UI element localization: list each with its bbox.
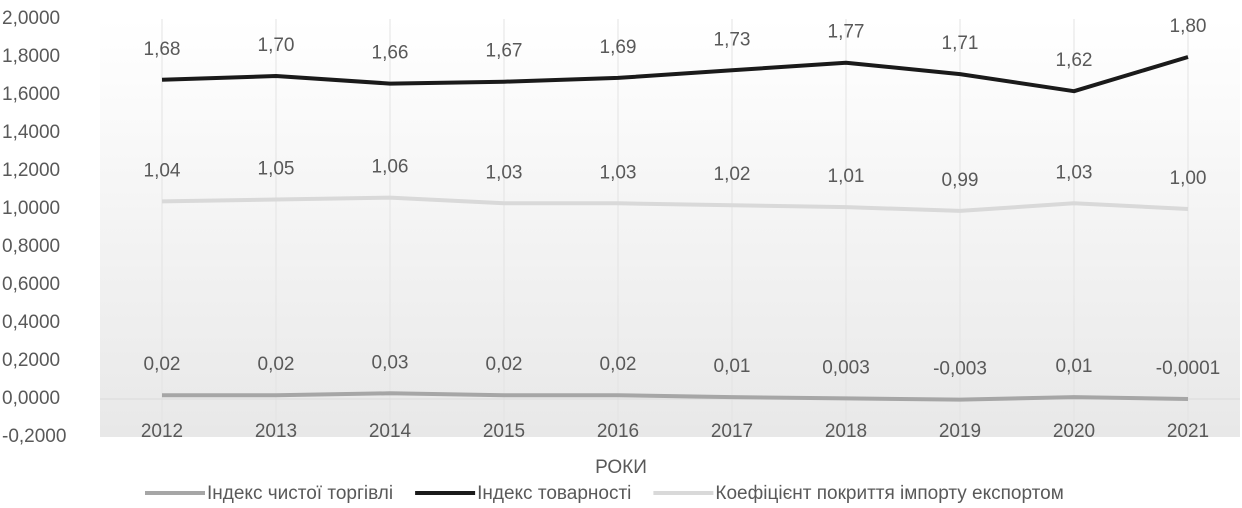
data-label: 1,00 — [1170, 168, 1207, 189]
x-tick-label: 2013 — [255, 421, 297, 442]
series-line — [161, 195, 1189, 213]
y-tick-label: 0,2000 — [2, 350, 60, 371]
data-label: 0,99 — [942, 170, 979, 191]
data-label: 1,67 — [486, 41, 523, 62]
data-label: 1,80 — [1170, 16, 1207, 37]
data-label: 0,02 — [486, 354, 523, 375]
data-label: 1,77 — [828, 22, 865, 43]
data-label: 1,73 — [714, 29, 751, 50]
data-label: 1,62 — [1056, 50, 1093, 71]
data-label: 1,05 — [258, 159, 295, 180]
legend-label: Індекс товарності — [477, 483, 631, 504]
legend-label: Індекс чистої торгівлі — [207, 483, 393, 504]
y-tick-label: 1,0000 — [2, 198, 60, 219]
data-label: 0,01 — [1056, 356, 1093, 377]
data-label: 1,01 — [828, 166, 865, 187]
series-line — [162, 391, 1189, 402]
data-label: 1,03 — [486, 162, 523, 183]
y-tick-label: -0,2000 — [2, 426, 66, 447]
data-label: 1,69 — [600, 37, 637, 58]
data-label: 1,71 — [942, 33, 979, 54]
data-label: 1,68 — [144, 39, 181, 60]
x-tick-label: 2019 — [939, 421, 981, 442]
x-tick-label: 2021 — [1167, 421, 1209, 442]
x-tick-label: 2020 — [1053, 421, 1095, 442]
data-label: 0,01 — [714, 356, 751, 377]
data-label: 0,02 — [144, 354, 181, 375]
data-label: 0,03 — [372, 352, 409, 373]
y-tick-label: 0,6000 — [2, 274, 60, 295]
y-tick-label: 0,8000 — [2, 236, 60, 257]
y-tick-label: 2,0000 — [2, 8, 60, 29]
y-tick-label: 0,4000 — [2, 312, 60, 333]
x-tick-label: 2017 — [711, 421, 753, 442]
data-label: 1,02 — [714, 164, 751, 185]
data-label: -0,0001 — [1156, 358, 1220, 379]
data-label: 1,03 — [600, 162, 637, 183]
data-label: 0,02 — [258, 354, 295, 375]
y-tick-label: 1,2000 — [2, 160, 60, 181]
data-label: 1,66 — [372, 43, 409, 64]
y-tick-label: 1,6000 — [2, 84, 60, 105]
series-line — [161, 55, 1189, 94]
data-label: 1,06 — [372, 157, 409, 178]
data-label: 1,04 — [144, 160, 181, 181]
x-tick-label: 2014 — [369, 421, 412, 442]
data-label: 1,70 — [258, 35, 295, 56]
y-tick-label: 0,0000 — [2, 388, 60, 409]
x-tick-label: 2012 — [141, 421, 183, 442]
data-label: 0,02 — [600, 354, 637, 375]
y-tick-label: 1,4000 — [2, 122, 60, 143]
x-tick-label: 2016 — [597, 421, 639, 442]
x-tick-label: 2015 — [483, 421, 525, 442]
data-label: 1,03 — [1056, 162, 1093, 183]
legend-label: Коефіцієнт покриття імпорту експортом — [715, 483, 1063, 504]
data-label: 0,003 — [822, 357, 870, 378]
y-tick-label: 1,8000 — [2, 46, 60, 67]
data-label: -0,003 — [933, 359, 987, 380]
x-axis-title: РОКИ — [595, 457, 647, 478]
x-tick-label: 2018 — [825, 421, 867, 442]
